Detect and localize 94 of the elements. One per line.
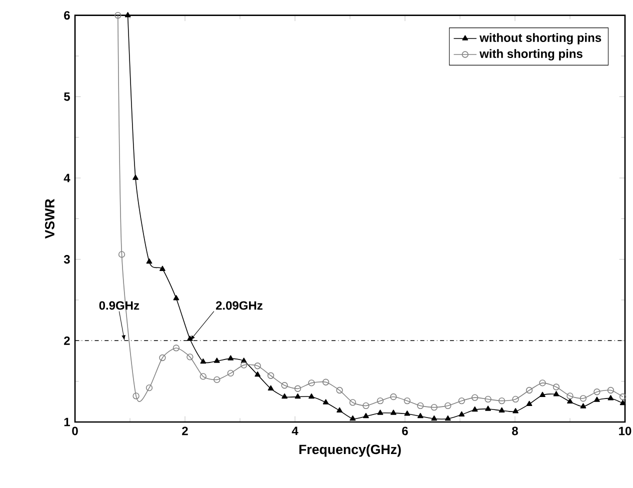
point <box>267 372 274 379</box>
point <box>484 396 492 403</box>
point <box>214 358 220 363</box>
y-tick-label: 2 <box>64 336 70 345</box>
point <box>552 384 560 390</box>
point <box>214 376 220 384</box>
point <box>485 406 491 411</box>
point <box>594 388 600 396</box>
point <box>608 395 614 400</box>
point <box>322 399 329 404</box>
point <box>512 396 519 403</box>
point <box>227 370 234 377</box>
point <box>580 395 587 402</box>
point <box>281 382 288 389</box>
point <box>404 410 410 416</box>
point <box>376 398 384 404</box>
point <box>526 400 532 406</box>
point <box>282 393 288 399</box>
point <box>336 386 343 394</box>
y-tick-label: 1 <box>64 418 70 426</box>
point <box>294 393 301 399</box>
point <box>254 362 261 370</box>
point <box>566 392 574 400</box>
y-tick-label: 5 <box>64 92 70 101</box>
x-tick-label: 6 <box>402 426 408 436</box>
point <box>187 336 193 341</box>
point <box>417 412 424 418</box>
point <box>607 386 614 394</box>
point <box>526 386 533 394</box>
annotation: 0.9GHz <box>99 301 140 310</box>
legend-label: without shorting pins <box>480 33 602 44</box>
y-tick-label: 4 <box>64 174 70 182</box>
point <box>594 396 600 402</box>
point <box>472 394 478 401</box>
point <box>268 385 274 391</box>
point <box>619 393 626 400</box>
x-tick-label: 0 <box>72 426 78 436</box>
point <box>404 398 411 404</box>
point <box>186 354 194 360</box>
point <box>580 403 586 408</box>
point <box>498 398 506 404</box>
legend-label: with shorting pins <box>480 49 582 60</box>
point <box>567 398 573 404</box>
x-axis-title: Frequency(GHz) <box>299 444 401 457</box>
point <box>159 354 166 362</box>
point <box>430 404 438 411</box>
point <box>118 251 126 258</box>
point <box>349 399 356 406</box>
point <box>472 406 478 412</box>
point <box>363 412 369 418</box>
point <box>350 415 356 421</box>
point <box>498 407 505 412</box>
point <box>200 358 206 364</box>
x-tick-label: 10 <box>619 426 632 436</box>
point <box>417 402 424 410</box>
point <box>308 393 314 399</box>
y-tick-label: 6 <box>64 11 70 20</box>
point <box>132 392 140 400</box>
point <box>377 410 384 415</box>
point <box>390 410 396 415</box>
point <box>553 391 560 396</box>
point <box>146 384 153 392</box>
y-tick-label: 3 <box>64 255 70 264</box>
point <box>540 392 546 398</box>
point <box>146 258 152 264</box>
point <box>458 411 465 417</box>
point <box>173 295 180 300</box>
point <box>200 373 206 380</box>
point <box>458 398 465 404</box>
point <box>512 408 518 414</box>
x-tick-label: 8 <box>512 426 518 436</box>
point <box>322 378 330 386</box>
point <box>431 415 438 421</box>
x-tick-label: 2 <box>182 426 188 436</box>
point <box>172 344 180 352</box>
point <box>362 402 370 410</box>
x-tick-label: 4 <box>292 426 298 435</box>
point <box>124 12 131 18</box>
point <box>444 415 451 421</box>
point <box>539 380 546 386</box>
point <box>254 371 261 377</box>
point <box>114 12 122 19</box>
annotation: 2.09GHz <box>216 301 262 310</box>
point <box>132 174 138 180</box>
point <box>308 380 315 386</box>
point <box>336 407 342 412</box>
point <box>160 266 166 271</box>
point <box>228 355 234 360</box>
point <box>390 393 397 400</box>
point <box>294 385 302 392</box>
y-axis-title: VSWR <box>45 198 54 239</box>
point <box>444 402 452 410</box>
point <box>620 400 626 406</box>
point <box>240 362 248 368</box>
